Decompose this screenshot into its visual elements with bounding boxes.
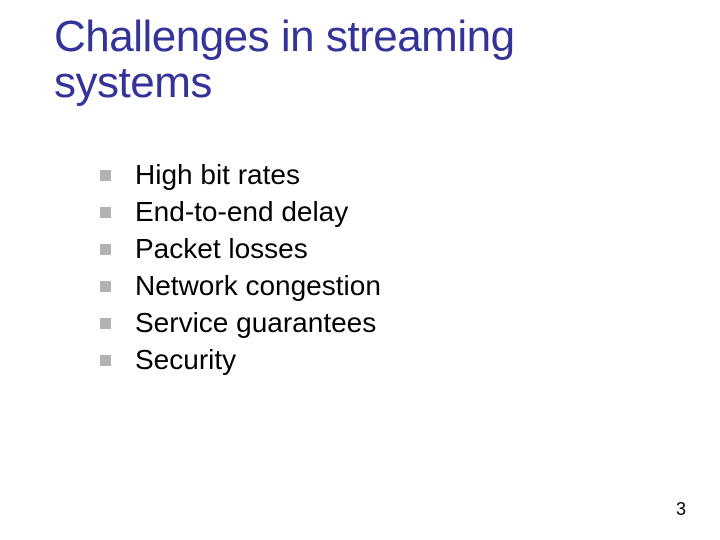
page-number: 3 (676, 499, 686, 520)
square-bullet-icon (100, 170, 111, 181)
bullet-text: Network congestion (135, 269, 381, 302)
square-bullet-icon (100, 207, 111, 218)
list-item: Security (100, 343, 620, 376)
list-item: Service guarantees (100, 306, 620, 339)
slide-title: Challenges in streaming systems (54, 14, 664, 106)
list-item: Network congestion (100, 269, 620, 302)
square-bullet-icon (100, 244, 111, 255)
bullet-text: Service guarantees (135, 306, 376, 339)
square-bullet-icon (100, 318, 111, 329)
bullet-text: Packet losses (135, 232, 308, 265)
square-bullet-icon (100, 355, 111, 366)
square-bullet-icon (100, 281, 111, 292)
bullet-text: Security (135, 343, 236, 376)
list-item: Packet losses (100, 232, 620, 265)
bullet-list: High bit rates End-to-end delay Packet l… (100, 158, 620, 380)
bullet-text: High bit rates (135, 158, 300, 191)
slide: Challenges in streaming systems High bit… (0, 0, 720, 540)
list-item: High bit rates (100, 158, 620, 191)
bullet-text: End-to-end delay (135, 195, 348, 228)
list-item: End-to-end delay (100, 195, 620, 228)
